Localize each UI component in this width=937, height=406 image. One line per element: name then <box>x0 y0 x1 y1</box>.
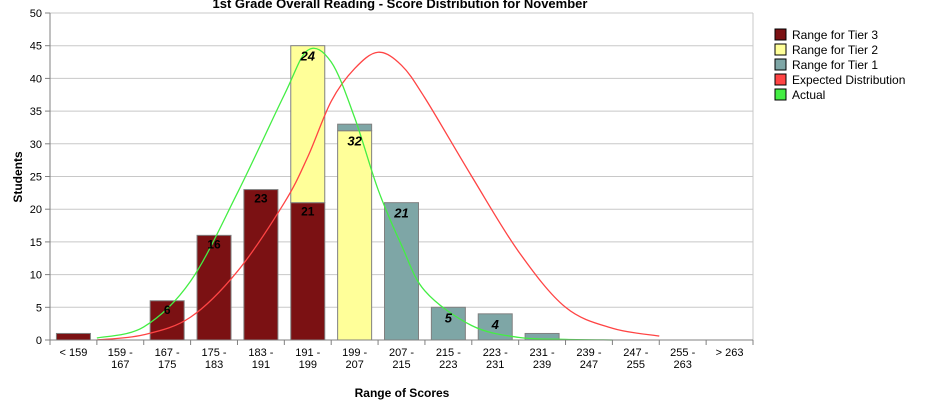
x-tick-label-12-0: 247 - <box>623 347 648 359</box>
bar-data-label-6-1: 32 <box>347 134 362 149</box>
x-tick-label-1-1: 167 <box>111 359 129 371</box>
x-tick-label-10-1: 239 <box>533 359 551 371</box>
y-tick-label-45: 45 <box>30 41 42 53</box>
bar-range-for-tier-2-6 <box>337 130 373 341</box>
x-tick-label-0-0: < 159 <box>60 347 88 359</box>
bar-range-for-tier-2-5 <box>290 45 326 204</box>
distribution-lines <box>96 47 660 341</box>
x-tick-label-8-1: 223 <box>439 359 457 371</box>
y-tick-label-10: 10 <box>30 270 42 282</box>
bar-data-label-9-2: 4 <box>491 317 500 332</box>
x-tick-label-4-0: 183 - <box>248 347 273 359</box>
x-tick-label-6-1: 207 <box>345 359 363 371</box>
legend-label-1: Range for Tier 2 <box>792 43 878 57</box>
legend-swatch-4 <box>774 88 787 101</box>
x-tick-label-4-1: 191 <box>252 359 270 371</box>
y-tick-label-5: 5 <box>36 302 42 314</box>
x-tick-label-11-1: 247 <box>580 359 598 371</box>
x-tick-label-7-0: 207 - <box>389 347 414 359</box>
x-tick-label-2-1: 175 <box>158 359 176 371</box>
y-tick-label-30: 30 <box>30 139 42 151</box>
bar-range-for-tier-3-5 <box>290 202 326 341</box>
bar-range-for-tier-1-6 <box>337 123 373 132</box>
legend-label-0: Range for Tier 3 <box>792 28 878 42</box>
x-tick-label-10-0: 231 - <box>530 347 555 359</box>
legend-label-3: Expected Distribution <box>792 73 905 87</box>
x-tick-label-13-1: 263 <box>674 359 692 371</box>
x-tick-label-5-0: 191 - <box>295 347 320 359</box>
x-tick-label-12-1: 255 <box>627 359 645 371</box>
bar-range-for-tier-3-3 <box>196 234 232 341</box>
legend-swatch-3 <box>774 73 787 86</box>
legend-swatch-1 <box>774 43 787 56</box>
y-tick-label-0: 0 <box>36 335 42 347</box>
y-tick-label-40: 40 <box>30 73 42 85</box>
chart-title: 1st Grade Overall Reading - Score Distri… <box>213 0 588 11</box>
y-axis-title: Students <box>11 151 25 203</box>
x-tick-label-9-1: 231 <box>486 359 504 371</box>
x-tick-label-9-0: 223 - <box>483 347 508 359</box>
bar-data-label-5-0: 21 <box>301 205 315 219</box>
x-tick-label-11-0: 239 - <box>576 347 601 359</box>
bar-range-for-tier-3-0 <box>55 332 91 341</box>
bar-range-for-tier-1-7 <box>384 202 419 341</box>
bar-labels: 6 16 23 21 24 32 21 5 4 <box>164 49 500 332</box>
bar-data-label-5-1: 24 <box>300 49 316 64</box>
legend-label-4: Actual <box>792 88 825 102</box>
x-tick-label-3-0: 175 - <box>201 347 226 359</box>
x-tick-label-14-0: > 263 <box>716 347 744 359</box>
line-actual <box>96 47 613 341</box>
bar-range-for-tier-3-4 <box>243 189 279 341</box>
x-tick-label-8-0: 215 - <box>436 347 461 359</box>
legend-swatch-0 <box>774 28 787 41</box>
bar-data-label-4-0: 23 <box>254 192 268 206</box>
bar-data-label-7-2: 21 <box>393 206 408 221</box>
x-tick-label-3-1: 183 <box>205 359 223 371</box>
legend-label-2: Range for Tier 1 <box>792 58 878 72</box>
line-expected-distribution <box>96 51 660 341</box>
y-tick-label-35: 35 <box>30 106 42 118</box>
legend-swatch-2 <box>774 58 787 71</box>
bar-data-label-8-2: 5 <box>445 310 453 325</box>
bar-range-for-tier-3-2 <box>149 300 185 341</box>
bar-data-label-3-0: 16 <box>207 237 221 251</box>
bar-data-label-2-0: 6 <box>164 303 171 317</box>
x-tick-label-13-0: 255 - <box>670 347 695 359</box>
x-tick-label-6-0: 199 - <box>342 347 367 359</box>
x-tick-label-7-1: 215 <box>392 359 410 371</box>
x-tick-label-1-0: 159 - <box>108 347 133 359</box>
bar-range-for-tier-1-8 <box>430 306 466 341</box>
x-axis-title: Range of Scores <box>355 386 450 400</box>
y-tick-label-50: 50 <box>30 8 42 20</box>
x-tick-label-5-1: 199 <box>299 359 317 371</box>
y-tick-label-25: 25 <box>30 172 42 184</box>
y-tick-label-20: 20 <box>30 204 42 216</box>
x-tick-label-2-0: 167 - <box>155 347 180 359</box>
y-tick-label-15: 15 <box>30 237 42 249</box>
bars <box>55 45 560 341</box>
